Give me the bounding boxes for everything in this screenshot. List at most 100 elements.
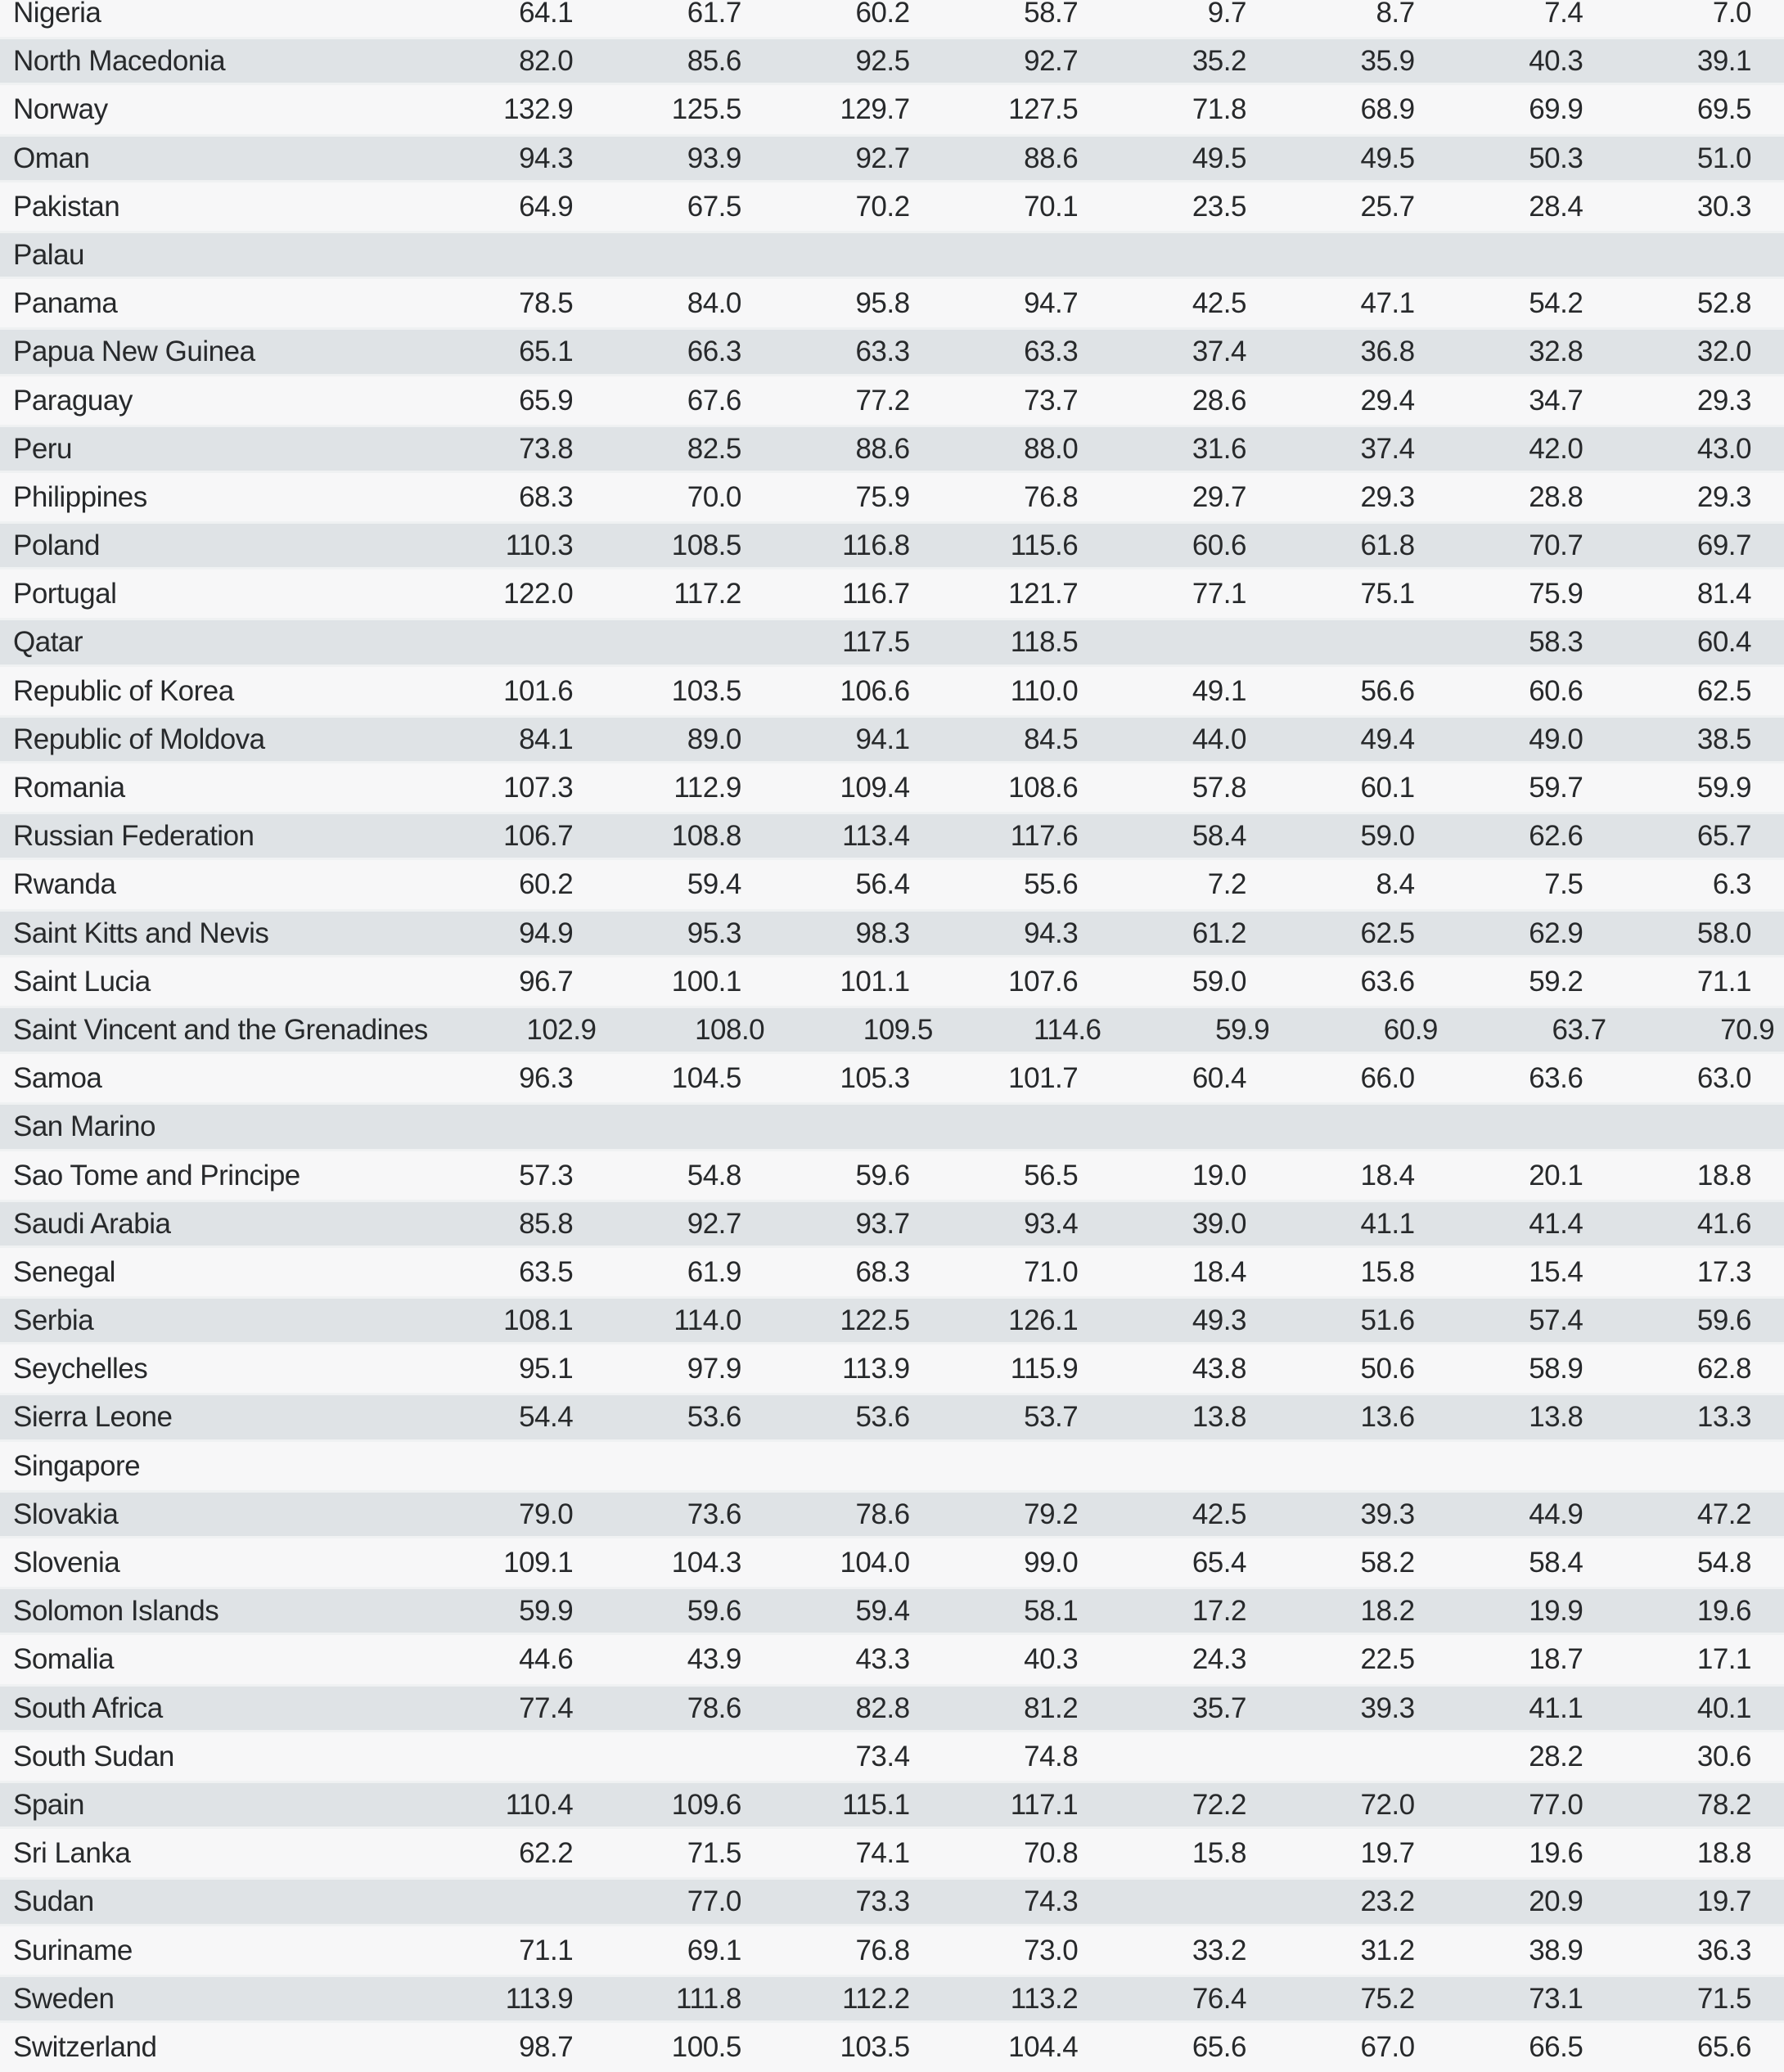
table-row: Sao Tome and Principe 57.3 54.8 59.6 56.…: [0, 1151, 1784, 1200]
value-cell-4: 101.7: [1008, 1062, 1079, 1095]
value-cell-2: 73.6: [687, 1498, 742, 1530]
value-cell-5: 9.7: [1207, 0, 1247, 29]
table-row: Spain 110.4 109.6 115.1 117.1 72.2 72.0 …: [0, 1780, 1784, 1830]
value-cell-3: 104.0: [840, 1547, 910, 1579]
table-row: Saint Lucia 96.7 100.1 101.1 107.6 59.0 …: [0, 957, 1784, 1006]
value-cell-2: 97.9: [687, 1353, 742, 1385]
country-name: Slovenia: [13, 1547, 120, 1579]
value-cell-2: 82.5: [687, 432, 742, 465]
value-cell-5: 18.4: [1192, 1255, 1247, 1288]
value-cell-7: 41.4: [1529, 1207, 1584, 1240]
value-cell-6: 31.2: [1360, 1934, 1416, 1966]
value-cell-3: 116.7: [842, 578, 910, 610]
value-cell-2: 100.5: [671, 2030, 742, 2063]
value-cell-1: 106.7: [503, 820, 574, 853]
value-cell-4: 53.7: [1024, 1401, 1079, 1434]
value-cell-4: 117.6: [1010, 820, 1079, 853]
value-cell-7: 58.9: [1529, 1353, 1584, 1385]
table-row: Saudi Arabia 85.8 92.7 93.7 93.4 39.0 41…: [0, 1199, 1784, 1248]
value-cell-8: 38.5: [1696, 723, 1752, 755]
country-name: Republic of Moldova: [13, 723, 265, 755]
value-cell-4: 88.0: [1024, 432, 1079, 465]
value-cell-6: 58.2: [1360, 1547, 1416, 1579]
value-cell-3: 92.7: [855, 142, 910, 174]
value-cell-4: 73.0: [1024, 1934, 1079, 1966]
value-cell-5: 65.4: [1192, 1547, 1247, 1579]
value-cell-7: 42.0: [1529, 432, 1584, 465]
value-cell-5: 76.4: [1192, 1982, 1247, 2015]
country-name: Philippines: [13, 480, 147, 513]
country-name: Sri Lanka: [13, 1837, 131, 1870]
value-cell-8: 60.4: [1696, 626, 1752, 659]
country-name: Papua New Guinea: [13, 336, 255, 368]
value-cell-8: 17.3: [1696, 1255, 1752, 1288]
value-cell-4: 81.2: [1024, 1691, 1079, 1724]
value-cell-8: 81.4: [1696, 578, 1752, 610]
value-cell-4: 56.5: [1024, 1159, 1079, 1191]
table-row: Seychelles 95.1 97.9 113.9 115.9 43.8 50…: [0, 1345, 1784, 1393]
value-cell-2: 59.4: [687, 868, 742, 901]
value-cell-6: 39.3: [1360, 1691, 1416, 1724]
value-cell-6: 68.9: [1360, 93, 1416, 126]
value-cell-1: 102.9: [526, 1013, 597, 1046]
value-cell-5: 39.0: [1192, 1207, 1247, 1240]
value-cell-3: 98.3: [855, 917, 910, 949]
value-cell-4: 115.6: [1010, 529, 1079, 562]
country-name: Sao Tome and Principe: [13, 1159, 300, 1191]
value-cell-5: 33.2: [1192, 1934, 1247, 1966]
value-cell-7: 73.1: [1529, 1982, 1584, 2015]
value-cell-5: 15.8: [1192, 1837, 1247, 1870]
value-cell-7: 60.6: [1529, 674, 1584, 707]
value-cell-6: 72.0: [1360, 1788, 1416, 1821]
value-cell-5: 77.1: [1192, 578, 1247, 610]
value-cell-3: 78.6: [855, 1498, 910, 1530]
value-cell-4: 55.6: [1024, 868, 1079, 901]
value-cell-8: 39.1: [1696, 45, 1752, 78]
table-row: Sri Lanka 62.2 71.5 74.1 70.8 15.8 19.7 …: [0, 1829, 1784, 1877]
table-row: Solomon Islands 59.9 59.6 59.4 58.1 17.2…: [0, 1587, 1784, 1636]
value-cell-4: 114.6: [1034, 1013, 1101, 1046]
value-cell-3: 122.5: [840, 1304, 910, 1337]
value-cell-4: 110.0: [1010, 674, 1079, 707]
value-cell-7: 7.4: [1544, 0, 1584, 29]
value-cell-5: 59.0: [1192, 965, 1247, 998]
value-cell-2: 67.6: [687, 384, 742, 417]
value-cell-7: 34.7: [1529, 384, 1584, 417]
value-cell-6: 13.6: [1360, 1401, 1416, 1434]
value-cell-8: 69.7: [1696, 529, 1752, 562]
value-cell-7: 15.4: [1529, 1255, 1584, 1288]
value-cell-4: 117.1: [1010, 1788, 1079, 1821]
value-cell-7: 63.7: [1552, 1013, 1606, 1046]
value-cell-7: 49.0: [1529, 723, 1584, 755]
value-cell-5: 49.5: [1192, 142, 1247, 174]
value-cell-7: 38.9: [1529, 1934, 1584, 1966]
value-cell-2: 117.2: [674, 578, 741, 610]
value-cell-8: 47.2: [1696, 1498, 1752, 1530]
value-cell-3: 73.3: [855, 1885, 910, 1918]
value-cell-5: 37.4: [1192, 336, 1247, 368]
country-name: Rwanda: [13, 868, 116, 901]
value-cell-6: 41.1: [1360, 1207, 1416, 1240]
value-cell-4: 118.5: [1010, 626, 1079, 659]
value-cell-6: 62.5: [1360, 917, 1416, 949]
value-cell-5: 72.2: [1192, 1788, 1247, 1821]
country-name: Senegal: [13, 1255, 115, 1288]
table-row: Russian Federation 106.7 108.8 113.4 117…: [0, 812, 1784, 861]
value-cell-6: 66.0: [1360, 1062, 1416, 1095]
value-cell-5: 35.2: [1192, 45, 1247, 78]
value-cell-8: 7.0: [1712, 0, 1752, 29]
value-cell-6: 61.8: [1360, 529, 1416, 562]
value-cell-1: 59.9: [519, 1595, 574, 1628]
value-cell-7: 59.7: [1529, 772, 1584, 804]
value-cell-5: 42.5: [1192, 287, 1247, 320]
value-cell-1: 108.1: [503, 1304, 574, 1337]
value-cell-6: 56.6: [1360, 674, 1416, 707]
value-cell-2: 61.9: [687, 1255, 742, 1288]
table-row: Philippines 68.3 70.0 75.9 76.8 29.7 29.…: [0, 473, 1784, 521]
value-cell-8: 63.0: [1696, 1062, 1752, 1095]
value-cell-1: 132.9: [503, 93, 574, 126]
value-cell-8: 58.0: [1696, 917, 1752, 949]
table-row: Slovenia 109.1 104.3 104.0 99.0 65.4 58.…: [0, 1538, 1784, 1587]
country-name: Sierra Leone: [13, 1401, 173, 1434]
value-cell-8: 69.5: [1696, 93, 1752, 126]
